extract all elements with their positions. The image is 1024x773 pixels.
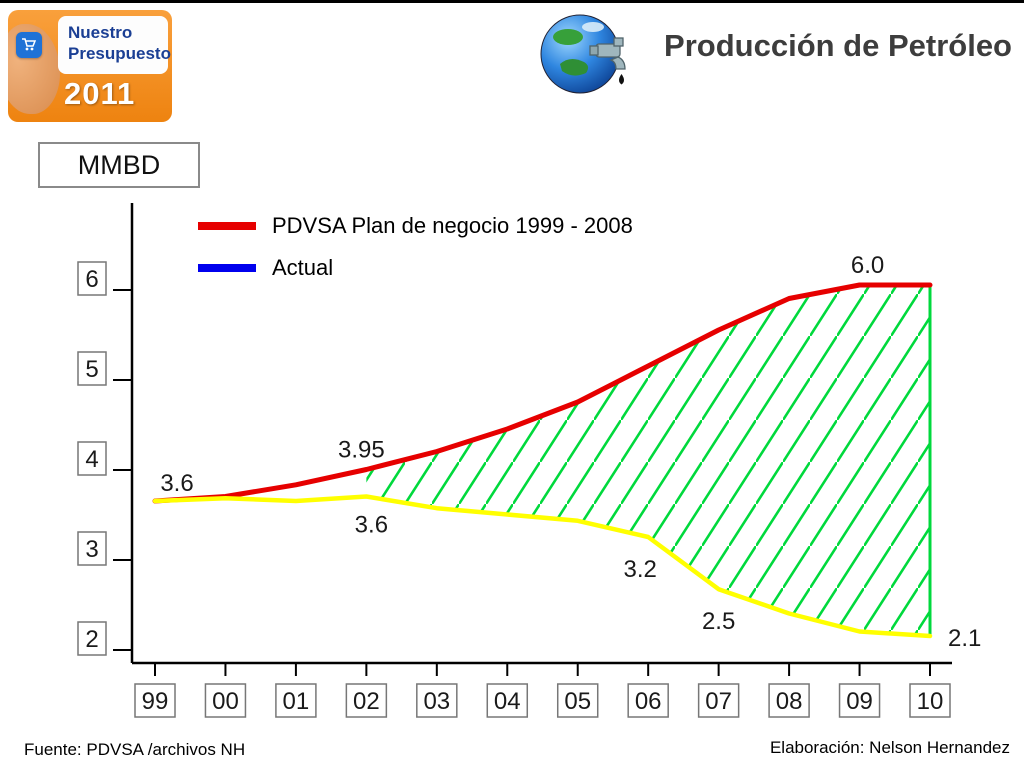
actual-swatch	[198, 264, 256, 272]
y-tick-box	[77, 531, 107, 566]
credit-text: Elaboración: Nelson Hernandez	[769, 738, 1010, 757]
actual-label: Actual	[272, 255, 334, 280]
series-line-1	[152, 494, 933, 639]
x-tick-box	[345, 683, 388, 718]
chart-legend: PDVSA Plan de negocio 1999 - 2008 Actual	[198, 205, 633, 289]
x-tick-label: 99	[142, 688, 169, 715]
data-label: 2.1	[948, 625, 981, 652]
y-tick-label: 3	[85, 536, 98, 563]
data-label: 6.0	[851, 252, 884, 279]
x-tick-label: 06	[635, 688, 662, 715]
x-tick-label: 03	[423, 688, 450, 715]
y-tick-box	[77, 621, 107, 656]
x-tick-box	[909, 683, 951, 718]
x-tick-label: 10	[917, 688, 944, 715]
x-tick-label: 00	[212, 688, 239, 715]
gap-hatch-area	[366, 285, 930, 636]
y-tick-label: 6	[85, 266, 98, 293]
x-tick-label: 07	[705, 688, 732, 715]
data-label: 3.6	[355, 512, 388, 539]
logo-line2: Presupuesto	[68, 44, 171, 63]
plan-swatch	[198, 222, 256, 230]
budget-logo: Nuestro Presupuesto 2011	[8, 10, 172, 122]
data-label: 2.5	[702, 608, 735, 635]
x-tick-box	[275, 683, 317, 718]
series-line-0	[152, 282, 933, 504]
logo-year: 2011	[64, 76, 136, 111]
y-tick-label: 4	[85, 446, 98, 473]
page-title: Producción de Petróleo	[664, 28, 1012, 63]
cart-icon	[16, 32, 42, 58]
source-text: Fuente: PDVSA /archivos NH	[24, 740, 246, 759]
logo-line1: Nuestro	[68, 23, 133, 42]
y-tick-box	[77, 441, 107, 476]
logo-text-panel: Nuestro Presupuesto	[58, 16, 171, 74]
x-tick-label: 08	[776, 688, 803, 715]
unit-box: MMBD	[38, 142, 200, 188]
data-label: 3.6	[160, 470, 193, 497]
y-tick-box	[77, 261, 107, 296]
x-tick-label: 02	[353, 688, 380, 715]
x-tick-label: 01	[283, 688, 310, 715]
x-tick-box	[134, 683, 176, 718]
earth-faucet-icon	[538, 4, 638, 104]
x-tick-box	[768, 683, 810, 718]
x-tick-box	[838, 683, 881, 718]
y-tick-label: 5	[85, 356, 98, 383]
legend-row-plan: PDVSA Plan de negocio 1999 - 2008	[198, 205, 633, 247]
faucet-icon	[589, 37, 626, 85]
x-tick-box	[486, 683, 529, 718]
x-tick-box	[204, 683, 247, 718]
y-tick-label: 2	[85, 626, 98, 653]
legend-row-actual: Actual	[198, 247, 633, 289]
x-tick-label: 05	[564, 688, 591, 715]
x-tick-label: 04	[494, 688, 521, 715]
data-label: 3.95	[338, 437, 385, 464]
x-tick-box	[627, 683, 669, 718]
data-label: 3.2	[623, 556, 656, 583]
y-tick-box	[77, 351, 107, 386]
x-tick-box	[697, 683, 740, 718]
plan-label: PDVSA Plan de negocio 1999 - 2008	[272, 213, 633, 238]
x-tick-box	[556, 683, 599, 718]
top-border-line	[0, 0, 1024, 3]
x-tick-box	[416, 683, 458, 718]
x-tick-label: 09	[846, 688, 873, 715]
